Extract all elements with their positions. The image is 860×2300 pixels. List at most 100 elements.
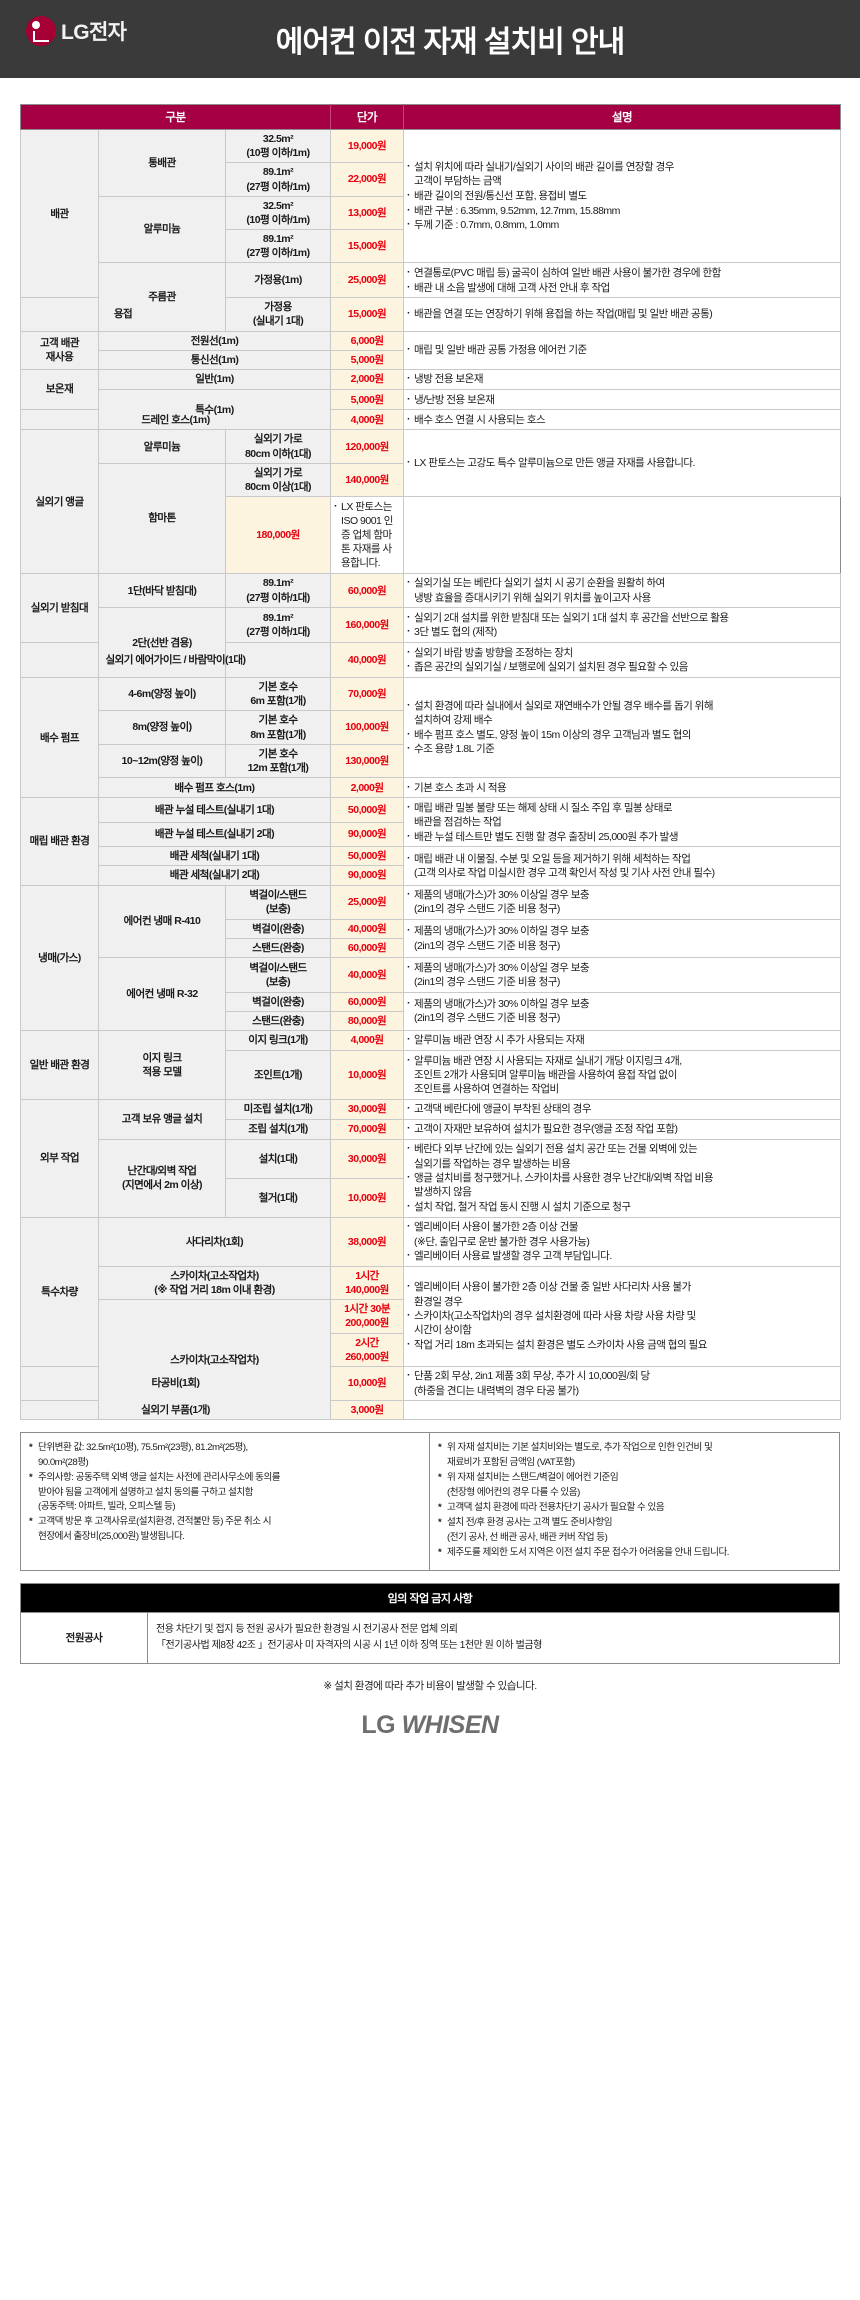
note-right-item: 위 자재 설치비는 기본 설치비와는 별도로, 추가 작업으로 인한 인건비 및… bbox=[438, 1441, 833, 1470]
lg-logo: LG전자 bbox=[26, 16, 127, 46]
cell-category-spec: 미조립 설치(1개) bbox=[224, 1098, 332, 1120]
brand-logo: LG WHISEN bbox=[0, 1711, 860, 1764]
cell-unit-price: 70,000원 bbox=[330, 1118, 405, 1140]
table-row: 벽걸이(완충)60,000원제품의 냉매(가스)가 30% 이하일 경우 보충 … bbox=[21, 991, 842, 1031]
cell-category-group: 용접 bbox=[20, 297, 226, 332]
cell-category-spec: 벽걸이/스탠드 (보충) bbox=[224, 957, 332, 993]
description-bullet: 3단 별도 협의 (제작) bbox=[407, 624, 837, 639]
cell-category-spec: 기본 호수 8m 포함(1개) bbox=[224, 710, 332, 745]
cell-description: 실외기 2대 설치를 위한 받침대 또는 실외기 1대 설치 후 공간을 선반으… bbox=[403, 607, 842, 644]
cell-unit-price: 4,000원 bbox=[330, 1029, 405, 1052]
note-right-item: 위 자재 설치비는 스탠드/벽걸이 에어컨 기준임 (천장형 에어컨의 경우 다… bbox=[438, 1471, 833, 1500]
cell-unit-price: 120,000원 bbox=[330, 429, 405, 464]
cell-category-group: 매립 배관 환경 bbox=[20, 797, 99, 886]
cell-unit-price: 38,000원 bbox=[330, 1216, 405, 1267]
cell-category-sub: 배관 누설 테스트(실내기 1대) bbox=[97, 797, 332, 823]
cell-description: 베란다 외부 난간에 있는 실외기 전용 설치 공간 또는 건물 외벽에 있는 … bbox=[403, 1138, 842, 1218]
cell-category-group: 일반 배관 환경 bbox=[20, 1029, 99, 1100]
cell-description: 기본 호스 초과 시 적용 bbox=[403, 777, 842, 799]
description-bullet: 고객댁 베란다에 앵글이 부착된 상태의 경우 bbox=[407, 1101, 837, 1116]
table-row: 실외기 받침대 1단(바닥 받침대) 89.1m² (27평 이하/1대) 60,00… bbox=[20, 572, 842, 644]
table-row: 조립 설치(1개)70,000원고객이 자재만 보유하여 설치가 필요한 경우(… bbox=[21, 1118, 842, 1140]
cell-category-spec: 32.5m² (10평 이하/1m) bbox=[224, 195, 332, 231]
description-bullet: 실외기 바람 방출 방향을 조정하는 장치 bbox=[407, 645, 837, 660]
cell-unit-price: 10,000원 bbox=[330, 1050, 405, 1100]
cell-category-sub: 10~12m(양정 높이) bbox=[98, 743, 226, 779]
table-row: 철거(1대) 10,000원 bbox=[21, 1177, 841, 1218]
footnote: ※ 설치 환경에 따라 추가 비용이 발생할 수 있습니다. bbox=[323, 1679, 537, 1692]
description-bullet: 배수 펌프 호스 별도, 양정 높이 15m 이상의 경우 고객님과 별도 협의 bbox=[407, 727, 837, 742]
cell-category-spec: 벽걸이(완충) bbox=[224, 991, 332, 1012]
cell-category-sub: 통배관 bbox=[98, 129, 226, 197]
cell-description: 냉방 전용 보온재 bbox=[403, 368, 842, 391]
description-bullet: 알루미늄 배관 연장 시 추가 사용되는 자재 bbox=[407, 1032, 837, 1047]
description-bullet: 좁은 공간의 실외기실 / 보행로에 실외기 설치된 경우 필요할 수 있음 bbox=[407, 659, 837, 674]
cell-unit-price: 70,000원 bbox=[330, 676, 405, 712]
table-row: 2시간 260,000원 bbox=[21, 1332, 841, 1367]
description-bullet: 엘리베이터 사용료 발생할 경우 고객 부담입니다. bbox=[407, 1248, 837, 1263]
cell-category-group: 타공비(1회) bbox=[19, 1365, 332, 1402]
cell-description: 고객댁 베란다에 앵글이 부착된 상태의 경우 bbox=[403, 1098, 842, 1120]
table-row: 89.1m² (27평 이하/1m) 15,000원 bbox=[21, 229, 841, 264]
cell-category-sub: 배관 세척(실내기 2대) bbox=[97, 865, 332, 886]
cell-category-spec: 설치(1대) bbox=[224, 1138, 332, 1179]
cell-category-sub: 알루미늄 bbox=[98, 195, 226, 264]
cell-unit-price: 10,000원 bbox=[330, 1177, 405, 1218]
cell-category-spec: 조인트(1개) bbox=[224, 1050, 332, 1100]
cell-category-sub: 난간대/외벽 작업 (지면에서 2m 이상) bbox=[98, 1138, 226, 1218]
cell-description bbox=[403, 1400, 842, 1421]
cell-category-spec: 철거(1대) bbox=[224, 1177, 332, 1218]
cell-unit-price: 40,000원 bbox=[330, 918, 405, 940]
cell-category-spec: 벽걸이(완충) bbox=[224, 918, 332, 940]
cell-category-spec: 가정용(1m) bbox=[224, 262, 332, 299]
cell-unit-price: 30,000원 bbox=[330, 1138, 405, 1179]
description-bullet: 알루미늄 배관 연장 시 사용되는 자재로 실내기 개당 이지링크 4개, 조인… bbox=[407, 1053, 837, 1097]
table-row: 난간대/외벽 작업 (지면에서 2m 이상)설치(1대)30,000원베란다 외… bbox=[21, 1138, 842, 1218]
cell-description: 설치 환경에 따라 실내에서 실외로 재연배수가 안될 경우 배수를 돕기 위해… bbox=[403, 676, 842, 779]
cell-category-sub: 스카이차(고소작업차) (※ 작업 거리 18m 이내 환경) bbox=[97, 1265, 332, 1301]
cell-category-sub: 배수 펌프 호스(1m) bbox=[97, 777, 332, 799]
cell-unit-price: 40,000원 bbox=[330, 957, 405, 993]
notes-left-column: 단위변환 값: 32.5m²(10평), 75.5m²(23평), 81.2m²… bbox=[21, 1433, 430, 1570]
cell-category-spec: 스탠드(완충) bbox=[224, 1010, 332, 1031]
description-bullet: 설치 작업, 철거 작업 동시 진행 시 설치 기준으로 청구 bbox=[407, 1199, 837, 1214]
cell-description: 매립 배관 내 이물질, 수분 및 오일 등을 제거하기 위해 세척하는 작업 … bbox=[403, 846, 842, 886]
page-header: LG전자 에어컨 이전 자재 설치비 안내 bbox=[0, 0, 860, 78]
cell-category-group: 배관 bbox=[20, 128, 99, 299]
description-bullet: 배관을 연결 또는 연장하기 위해 용접을 하는 작업(매립 및 일반 배관 공… bbox=[407, 306, 837, 321]
cell-description: 매립 및 일반 배관 공통 가정용 에어컨 기준 bbox=[403, 330, 842, 370]
cell-category-sub: 고객 보유 앵글 설치 bbox=[98, 1098, 226, 1140]
cell-category-spec: 이지 링크(1개) bbox=[224, 1029, 332, 1052]
cell-category-spec: 실외기 가로 80cm 이상(1대) bbox=[224, 462, 332, 498]
cell-unit-price: 100,000원 bbox=[330, 710, 405, 745]
cell-category-spec: 기본 호수 6m 포함(1개) bbox=[224, 676, 332, 712]
description-bullet: 매립 및 일반 배관 공통 가정용 에어컨 기준 bbox=[407, 342, 837, 357]
description-bullet: 배관 길이의 전원/통신선 포함, 용접비 별도 bbox=[407, 188, 837, 203]
cell-category-spec: 조립 설치(1개) bbox=[224, 1118, 332, 1140]
cell-category-sub: 전원선(1m) bbox=[97, 330, 332, 351]
cell-category-spec: 기본 호수 12m 포함(1개) bbox=[224, 743, 332, 779]
note-left-item: 단위변환 값: 32.5m²(10평), 75.5m²(23평), 81.2m²… bbox=[29, 1441, 423, 1470]
note-right-item: 고객댁 설치 환경에 따라 전용차단기 공사가 필요할 수 있음 bbox=[438, 1501, 833, 1516]
description-bullet: 제품의 냉매(가스)가 30% 이상일 경우 보충 (2in1의 경우 스탠드 … bbox=[407, 960, 837, 989]
cell-description: 제품의 냉매(가스)가 30% 이상일 경우 보충 (2in1의 경우 스탠드 … bbox=[403, 884, 842, 920]
cell-category-spec: 가정용 (실내기 1대) bbox=[224, 297, 332, 332]
cell-description: 냉/난방 전용 보온재 bbox=[403, 389, 842, 411]
prohibited-work-label: 전원공사 bbox=[21, 1611, 148, 1663]
cell-description: 단품 2회 무상, 2in1 제품 3회 무상, 추가 시 10,000원/회 … bbox=[403, 1365, 842, 1402]
table-row: 스탠드(완충) 80,000원 bbox=[21, 1010, 841, 1031]
cell-category-sub: 함마톤 bbox=[98, 462, 226, 574]
note-right-item: 설치 전/후 환경 공사는 고객 별도 준비사항임 (전기 공사, 선 배관 공… bbox=[438, 1516, 833, 1545]
cell-description: 실외기실 또는 베란다 실외기 설치 시 공기 순환을 원활히 하여 냉방 효율… bbox=[403, 572, 842, 609]
description-bullet: 실외기실 또는 베란다 실외기 설치 시 공기 순환을 원활히 하여 냉방 효율… bbox=[407, 575, 837, 604]
cell-category-group: 보온재 bbox=[20, 368, 99, 411]
cell-description: 배수 호스 연결 시 사용되는 호스 bbox=[403, 409, 842, 431]
